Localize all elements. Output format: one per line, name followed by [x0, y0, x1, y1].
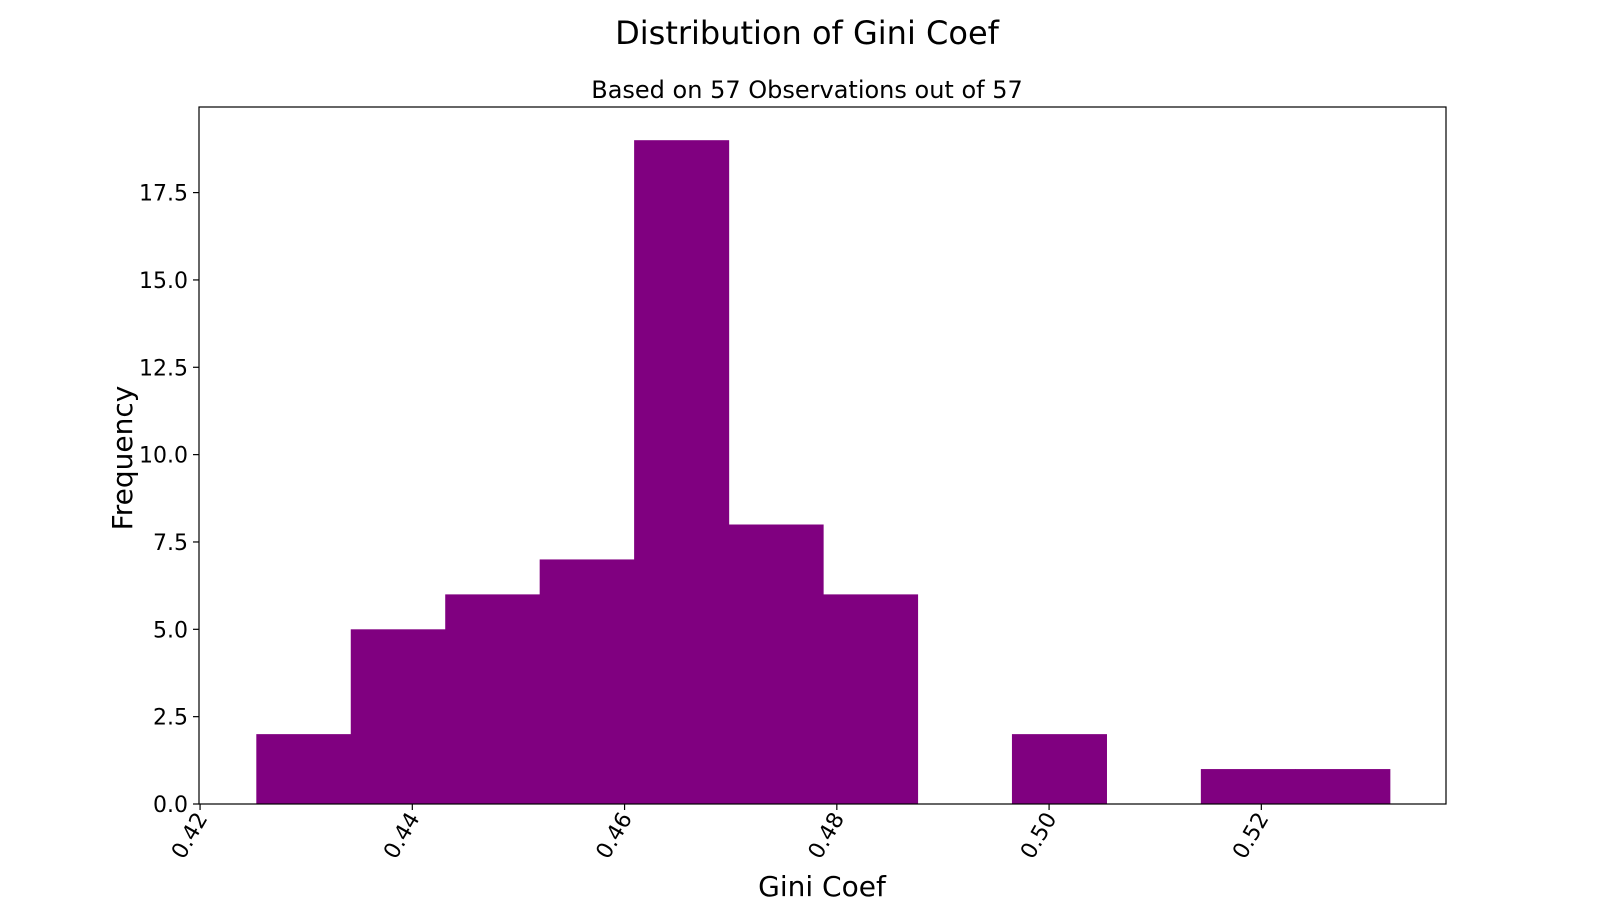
histogram-bar [539, 559, 635, 804]
plot-frame [198, 106, 1447, 805]
x-tick-label: 0.46 [592, 809, 638, 864]
x-tick-label: 0.50 [1016, 809, 1062, 864]
chart-title: Distribution of Gini Coef [615, 14, 1000, 52]
x-tick-label: 0.44 [379, 809, 425, 864]
histogram-bar [256, 734, 352, 804]
histogram-bar [728, 524, 824, 804]
y-tick-label: 5.0 [153, 618, 188, 643]
chart-subtitle: Based on 57 Observations out of 57 [591, 76, 1023, 104]
y-tick-label: 17.5 [139, 182, 188, 207]
y-tick-label: 2.5 [153, 706, 188, 731]
histogram-bar [823, 594, 919, 804]
histogram-bar [350, 629, 446, 804]
y-tick-label: 12.5 [139, 356, 188, 381]
y-tick-label: 0.0 [153, 793, 188, 818]
histogram-bar [1200, 769, 1296, 804]
y-axis-ticks: 0.0 2.5 5.0 7.5 10.0 12.5 15.0 17.5 [139, 182, 199, 818]
x-axis-label: Gini Coef [758, 870, 887, 900]
x-axis-ticks: 0.42 0.44 0.46 0.48 0.50 0.52 [167, 804, 1274, 863]
bars-layer [256, 140, 1391, 804]
y-tick-label: 15.0 [139, 269, 188, 294]
y-tick-label: 10.0 [139, 444, 188, 469]
y-tick-label: 7.5 [153, 531, 188, 556]
histogram-bar [445, 594, 541, 804]
x-tick-label: 0.48 [804, 809, 850, 864]
histogram-bar [1011, 734, 1107, 804]
x-tick-label: 0.52 [1228, 809, 1274, 864]
histogram-bar [1295, 769, 1391, 804]
y-axis-label: Frequency [106, 386, 139, 531]
histogram-bar [634, 140, 730, 804]
